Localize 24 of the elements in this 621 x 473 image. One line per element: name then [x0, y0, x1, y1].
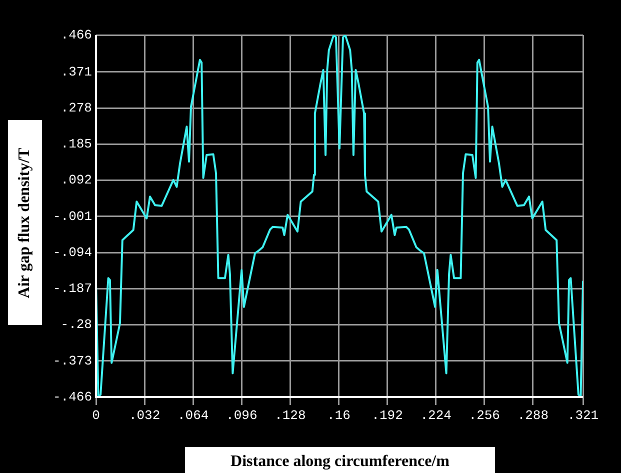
y-tick-label: -.094 [52, 244, 92, 260]
y-tick-label: -.373 [52, 353, 92, 368]
y-tick-label: -.466 [52, 389, 92, 404]
y-tick-label: .466 [60, 27, 92, 42]
y-tick-label: .092 [60, 172, 92, 188]
x-tick-label: .321 [567, 408, 599, 424]
x-tick-label: .064 [177, 408, 209, 424]
x-axis-title: Distance along circumference/m [185, 447, 495, 473]
y-tick-label: -.187 [52, 281, 92, 296]
y-tick-label: .278 [60, 100, 92, 116]
x-tick-label: .16 [327, 408, 350, 424]
x-tick-label: .192 [372, 408, 403, 424]
x-tick-label: .288 [517, 408, 549, 424]
x-tick-label: .096 [226, 408, 258, 424]
x-tick-label: .032 [128, 408, 160, 424]
x-tick-label: 0 [92, 408, 100, 424]
x-tick-label: .256 [468, 408, 500, 424]
x-tick-label: .128 [274, 408, 306, 424]
x-tick-label: .224 [420, 408, 452, 424]
y-tick-label: .185 [60, 136, 92, 152]
y-tick-label: .371 [60, 64, 92, 80]
y-tick-label: -.28 [60, 317, 92, 332]
y-axis-title: Air gap flux density/T [16, 147, 34, 298]
y-tick-label: -.001 [52, 208, 92, 224]
